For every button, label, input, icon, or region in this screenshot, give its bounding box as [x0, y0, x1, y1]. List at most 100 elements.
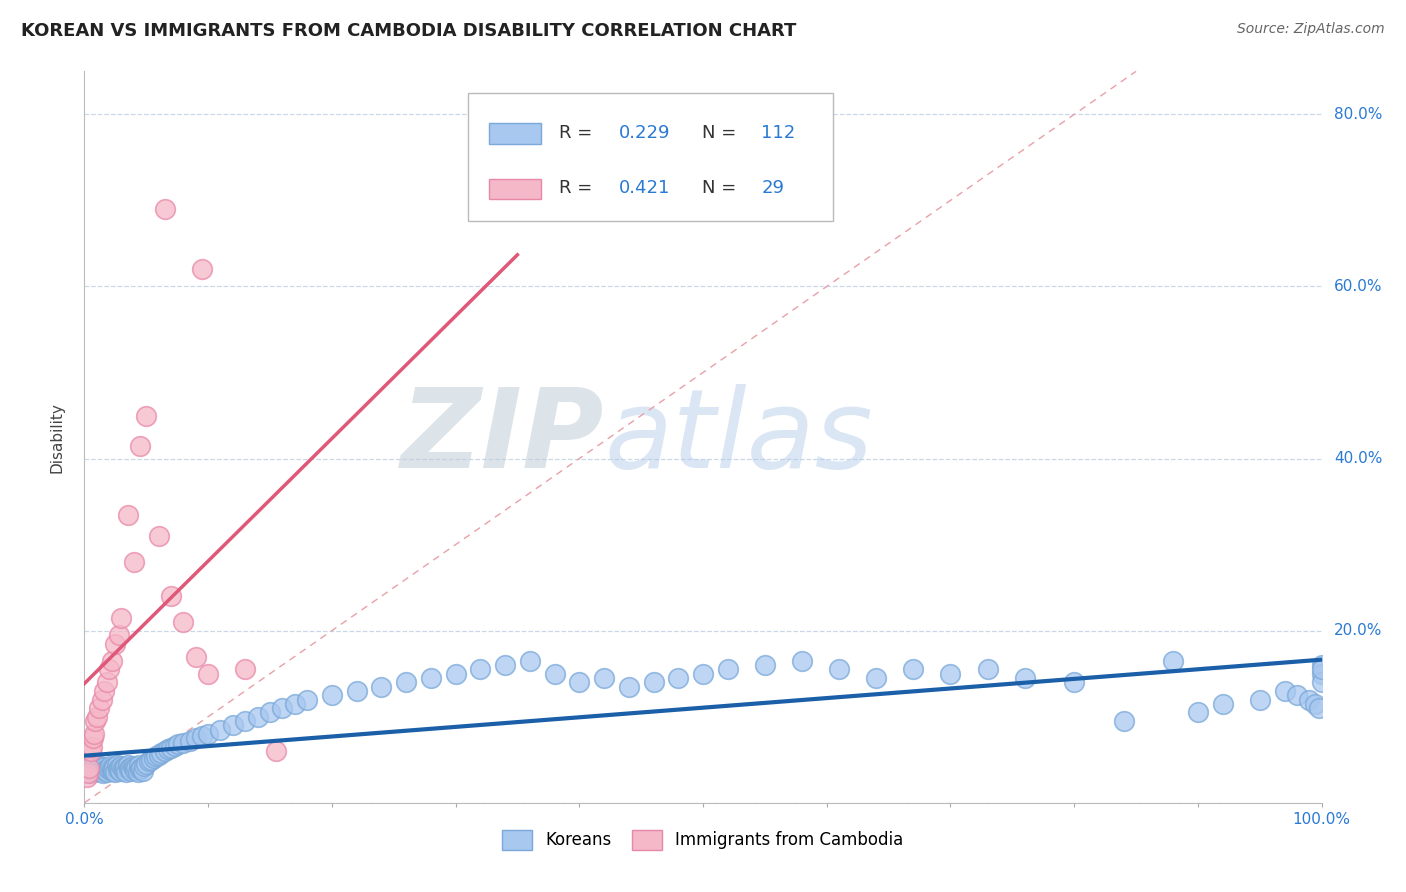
Point	[132, 759, 155, 773]
Point	[90, 763, 112, 777]
Point	[1161, 654, 1184, 668]
Point	[370, 680, 392, 694]
Point	[129, 760, 152, 774]
Point	[444, 666, 467, 681]
Point	[172, 735, 194, 749]
Point	[179, 734, 201, 748]
Point	[828, 662, 851, 676]
Point	[82, 759, 104, 773]
Point	[80, 763, 103, 777]
Point	[1249, 692, 1271, 706]
Point	[110, 759, 132, 773]
Text: 0.421: 0.421	[619, 179, 671, 197]
Text: N =: N =	[702, 179, 742, 197]
Point	[131, 764, 153, 778]
Point	[138, 755, 160, 769]
Point	[98, 759, 121, 773]
Point	[86, 762, 108, 776]
Point	[1285, 688, 1308, 702]
Bar	[489, 178, 541, 199]
Text: 20.0%: 20.0%	[1334, 624, 1382, 638]
Point	[321, 688, 343, 702]
Point	[112, 763, 135, 777]
Point	[148, 747, 170, 762]
Point	[395, 675, 418, 690]
Text: 0.229: 0.229	[619, 123, 671, 142]
Point	[593, 671, 616, 685]
Point	[643, 675, 665, 690]
Text: ZIP: ZIP	[401, 384, 605, 491]
Point	[160, 589, 183, 603]
Point	[89, 764, 111, 778]
Point	[98, 762, 121, 776]
Point	[104, 764, 127, 779]
FancyBboxPatch shape	[468, 94, 832, 221]
Point	[89, 701, 111, 715]
Point	[91, 761, 114, 775]
Point	[1212, 697, 1234, 711]
Point	[233, 662, 256, 676]
Point	[82, 731, 104, 746]
Point	[100, 761, 122, 775]
Point	[754, 658, 776, 673]
Point	[494, 658, 516, 673]
Point	[939, 666, 962, 681]
Point	[125, 759, 148, 773]
Point	[110, 764, 132, 778]
Point	[903, 662, 925, 676]
Point	[295, 692, 318, 706]
Point	[135, 757, 157, 772]
Point	[93, 684, 115, 698]
Point	[284, 697, 307, 711]
Point	[666, 671, 689, 685]
Text: 112: 112	[761, 123, 796, 142]
Text: R =: R =	[560, 123, 599, 142]
Point	[233, 714, 256, 728]
Point	[197, 666, 219, 681]
Point	[120, 764, 142, 778]
Point	[419, 671, 441, 685]
Point	[172, 615, 194, 629]
Point	[110, 611, 132, 625]
Point	[1112, 714, 1135, 728]
Point	[79, 765, 101, 780]
Point	[83, 764, 105, 779]
Point	[153, 744, 176, 758]
Point	[77, 761, 100, 775]
Point	[122, 555, 145, 569]
Point	[184, 731, 207, 746]
Point	[108, 628, 131, 642]
Point	[104, 637, 127, 651]
Point	[120, 760, 142, 774]
Point	[105, 758, 128, 772]
Point	[103, 759, 125, 773]
Point	[163, 739, 186, 753]
Point	[91, 765, 114, 780]
Point	[100, 764, 122, 778]
Point	[617, 680, 640, 694]
Point	[197, 727, 219, 741]
Point	[1063, 675, 1085, 690]
Point	[1014, 671, 1036, 685]
Point	[184, 649, 207, 664]
Point	[124, 763, 146, 777]
Point	[157, 742, 180, 756]
Point	[108, 760, 131, 774]
Text: KOREAN VS IMMIGRANTS FROM CAMBODIA DISABILITY CORRELATION CHART: KOREAN VS IMMIGRANTS FROM CAMBODIA DISAB…	[21, 22, 796, 40]
Point	[90, 692, 112, 706]
Point	[117, 508, 139, 522]
Text: Source: ZipAtlas.com: Source: ZipAtlas.com	[1237, 22, 1385, 37]
Point	[264, 744, 287, 758]
Point	[222, 718, 245, 732]
Text: N =: N =	[702, 123, 742, 142]
Point	[470, 662, 492, 676]
Point	[191, 729, 214, 743]
Point	[1308, 701, 1330, 715]
Point	[79, 744, 101, 758]
Point	[100, 654, 122, 668]
Text: 60.0%: 60.0%	[1334, 279, 1382, 294]
Point	[94, 763, 117, 777]
Point	[83, 727, 105, 741]
Text: 80.0%: 80.0%	[1334, 107, 1382, 122]
Point	[93, 759, 115, 773]
